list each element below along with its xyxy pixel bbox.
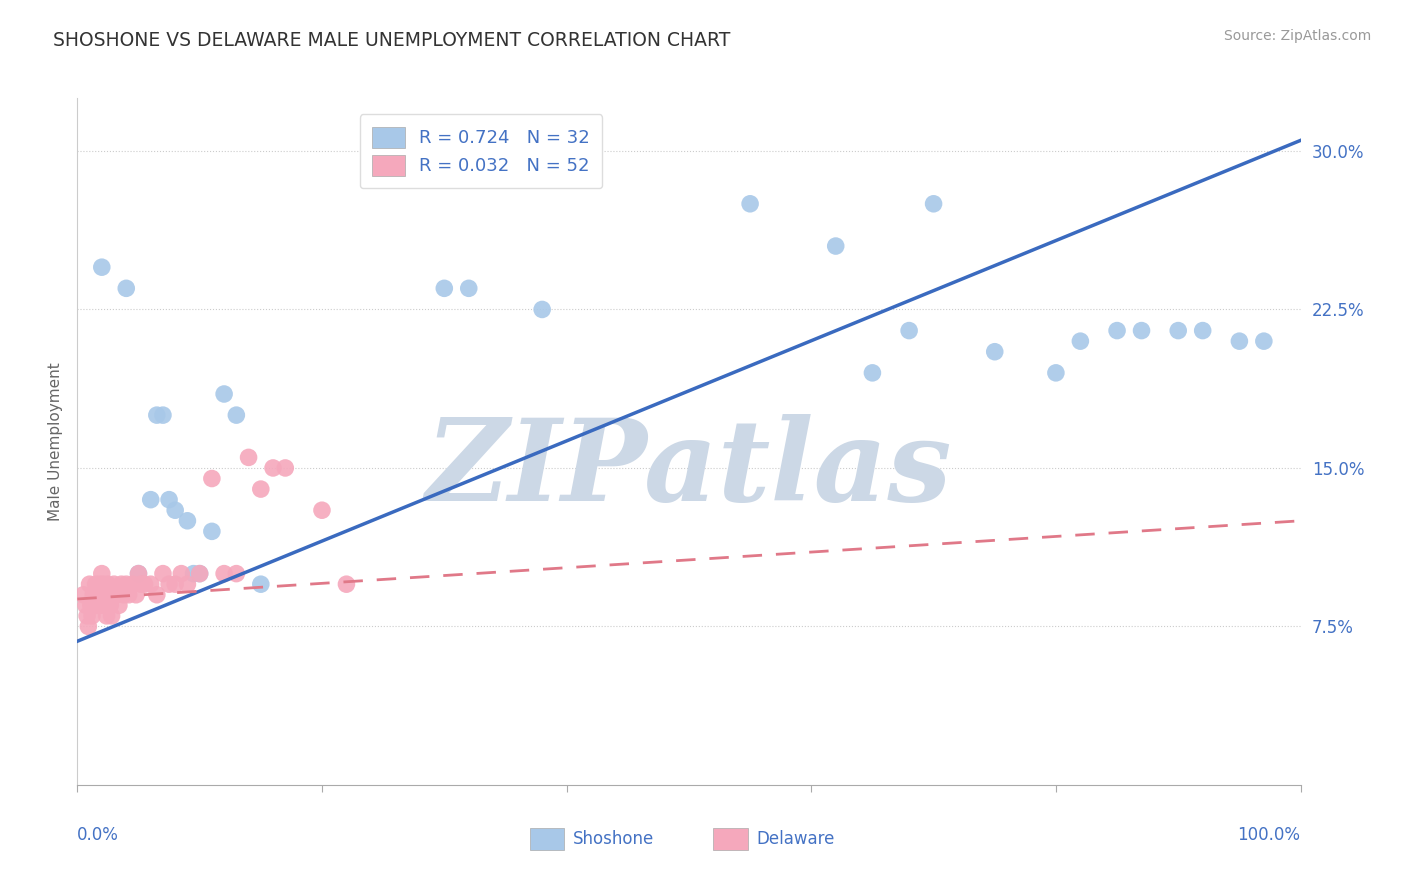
Point (90, 260, 112, 275)
Point (157, 492, 180, 507)
Point (108, 599, 131, 613)
Point (110, 577, 132, 591)
Text: SHOSHONE VS DELAWARE MALE UNEMPLOYMENT CORRELATION CHART: SHOSHONE VS DELAWARE MALE UNEMPLOYMENT C… (53, 31, 731, 50)
Point (1167, 324, 1189, 338)
Point (152, 408, 174, 422)
Point (183, 566, 205, 581)
Point (274, 461, 297, 475)
Point (121, 577, 143, 591)
Point (740, 196, 762, 211)
Point (157, 577, 180, 591)
Point (83, 599, 105, 613)
Point (824, 239, 846, 253)
Point (96, 608, 118, 623)
Point (212, 566, 235, 581)
Point (335, 577, 357, 591)
Point (91, 577, 114, 591)
Point (105, 588, 128, 602)
Point (127, 566, 149, 581)
Point (97, 577, 120, 591)
Point (250, 482, 273, 496)
Point (188, 566, 211, 581)
Point (87, 599, 110, 613)
Point (103, 577, 125, 591)
Point (531, 302, 554, 317)
Text: Delaware: Delaware (756, 830, 835, 847)
Point (457, 281, 479, 295)
Point (201, 471, 224, 485)
Point (76, 608, 98, 623)
FancyBboxPatch shape (713, 829, 748, 850)
Point (90, 599, 112, 613)
Point (146, 588, 169, 602)
Point (94, 599, 117, 613)
Point (862, 366, 884, 380)
Y-axis label: Male Unemployment: Male Unemployment (48, 362, 63, 521)
Point (146, 408, 169, 422)
Point (98, 588, 121, 602)
Point (139, 577, 162, 591)
FancyBboxPatch shape (530, 829, 564, 850)
Point (1045, 366, 1067, 380)
Point (1107, 324, 1129, 338)
Point (238, 450, 260, 465)
Point (86, 588, 108, 602)
Text: Shoshone: Shoshone (572, 830, 654, 847)
Point (80, 599, 103, 613)
Point (1069, 334, 1091, 348)
Point (201, 524, 224, 539)
Point (152, 566, 174, 581)
Text: 0.0%: 0.0% (77, 826, 120, 844)
Text: ZIPatlas: ZIPatlas (426, 414, 952, 524)
Point (1191, 324, 1213, 338)
Point (100, 608, 122, 623)
Point (90, 566, 112, 581)
Text: Source: ZipAtlas.com: Source: ZipAtlas.com (1223, 29, 1371, 43)
Point (125, 588, 148, 602)
Point (176, 514, 198, 528)
Point (89, 577, 111, 591)
Point (165, 503, 187, 517)
Point (84, 577, 107, 591)
Point (72, 588, 94, 602)
Point (139, 492, 162, 507)
Point (75, 599, 97, 613)
Point (170, 566, 193, 581)
Point (898, 324, 921, 338)
Point (77, 619, 100, 633)
Point (250, 577, 273, 591)
Point (922, 196, 945, 211)
Point (98, 599, 121, 613)
Point (433, 281, 456, 295)
Point (118, 588, 141, 602)
Point (1253, 334, 1275, 348)
Point (165, 577, 187, 591)
Point (127, 566, 149, 581)
Point (1130, 324, 1153, 338)
Point (311, 503, 333, 517)
Point (112, 588, 135, 602)
Point (129, 577, 152, 591)
Point (82, 588, 104, 602)
Point (188, 566, 211, 581)
Point (115, 577, 138, 591)
Point (134, 577, 156, 591)
Point (984, 344, 1007, 359)
Point (176, 577, 198, 591)
Point (262, 461, 284, 475)
Point (80, 608, 103, 623)
Point (115, 281, 138, 295)
Point (225, 566, 247, 581)
Legend: R = 0.724   N = 32, R = 0.032   N = 52: R = 0.724 N = 32, R = 0.032 N = 52 (360, 114, 603, 188)
Point (225, 408, 247, 422)
Point (212, 387, 235, 401)
Point (79, 577, 101, 591)
Text: 100.0%: 100.0% (1237, 826, 1301, 844)
Point (93, 588, 115, 602)
Point (1229, 334, 1251, 348)
